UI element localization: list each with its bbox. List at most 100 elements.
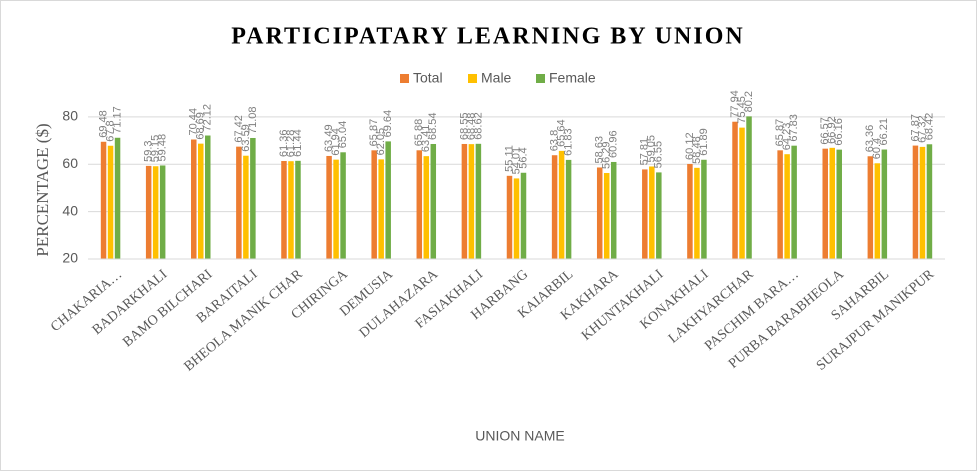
- value-label: 68.48: [465, 113, 477, 141]
- bar: [159, 165, 166, 259]
- value-label: 56.29: [601, 141, 613, 169]
- bar: [520, 172, 527, 259]
- bar: [145, 165, 152, 259]
- value-label: 63.49: [323, 124, 335, 152]
- bar: [881, 149, 888, 259]
- value-label: 67.32: [916, 115, 928, 143]
- value-label: 58.63: [594, 136, 606, 164]
- bar: [739, 127, 745, 259]
- bar: [558, 150, 565, 259]
- value-label: 66.57: [819, 117, 831, 145]
- value-label: 68.69: [195, 112, 207, 140]
- legend-swatch: [536, 74, 545, 83]
- bar: [430, 143, 437, 259]
- bar: [513, 178, 520, 259]
- bar: [565, 159, 572, 259]
- bar: [340, 152, 346, 259]
- value-label: 65.88: [413, 119, 425, 147]
- bar: [836, 149, 842, 259]
- value-label: 65.87: [774, 119, 786, 147]
- bar: [603, 173, 610, 259]
- legend-label: Male: [481, 70, 512, 86]
- value-label: 70.44: [188, 108, 200, 136]
- value-label: 65.04: [337, 121, 349, 149]
- value-label: 66.21: [878, 118, 890, 146]
- value-label: 67.83: [788, 114, 800, 142]
- bar: [371, 150, 377, 259]
- legend-swatch: [468, 74, 477, 83]
- value-label: 58.48: [691, 136, 703, 164]
- value-label: 61.83: [563, 128, 575, 156]
- bar: [107, 145, 114, 259]
- value-label: 59.15: [150, 135, 162, 163]
- value-label: 71.17: [111, 106, 123, 134]
- value-label: 75.45: [736, 96, 748, 124]
- bar: [114, 137, 121, 259]
- bar: [250, 137, 256, 259]
- bar: [416, 150, 423, 259]
- bar: [236, 146, 242, 259]
- y-tick-label: 20: [62, 250, 78, 266]
- bar: [777, 150, 783, 259]
- bar: [912, 145, 919, 259]
- bar: [461, 143, 468, 259]
- bar: [198, 143, 204, 259]
- value-label: 60.12: [684, 132, 696, 160]
- y-axis-title: PERCENTAGE ($): [33, 123, 52, 256]
- legend-swatch: [400, 74, 409, 83]
- bar: [326, 155, 332, 259]
- value-label: 71.08: [247, 106, 259, 134]
- value-label: 64.23: [781, 123, 793, 151]
- bar: [378, 159, 384, 259]
- bar: [333, 159, 339, 259]
- bar: [642, 169, 648, 259]
- value-label: 67.87: [909, 114, 921, 142]
- value-label: 61.89: [698, 128, 710, 156]
- value-label: 67.8: [104, 120, 116, 141]
- y-tick-label: 40: [62, 202, 78, 218]
- value-label: 63.36: [864, 125, 876, 153]
- value-label: 68.62: [472, 112, 484, 140]
- y-tick-label: 80: [62, 108, 78, 124]
- bar: [468, 144, 475, 259]
- bar: [191, 139, 197, 259]
- y-tick-label: 60: [62, 155, 78, 171]
- bar: [506, 175, 513, 259]
- value-label: 77.94: [729, 90, 741, 118]
- value-label: 66.92: [826, 116, 838, 144]
- bar: [784, 154, 790, 259]
- bar: [701, 159, 707, 259]
- value-label: 68.55: [458, 112, 470, 140]
- bar: [243, 155, 249, 259]
- bar: [205, 135, 211, 259]
- bar: [867, 156, 874, 259]
- value-label: 57.81: [639, 138, 651, 166]
- bar: [656, 172, 662, 259]
- value-label: 69.64: [382, 110, 394, 138]
- value-label: 59.3: [143, 140, 155, 161]
- bar: [423, 156, 430, 259]
- value-label: 80.2: [743, 91, 755, 112]
- bar: [874, 163, 881, 259]
- bar: [385, 141, 391, 259]
- bar: [596, 167, 603, 259]
- value-label: 67.42: [233, 115, 245, 143]
- bar: [475, 143, 482, 259]
- bar: [100, 141, 107, 259]
- value-label: 61.94: [330, 128, 342, 156]
- legend-label: Female: [549, 70, 596, 86]
- value-label: 55.11: [503, 145, 515, 172]
- value-label: 63.59: [240, 124, 252, 152]
- value-label: 63.8: [549, 130, 561, 151]
- bar: [746, 116, 752, 259]
- value-label: 61.36: [278, 129, 290, 157]
- x-axis-title: UNION NAME: [475, 428, 564, 444]
- chart-title: PARTICIPATARY LEARNING BY UNION: [231, 24, 744, 50]
- value-label: 56.55: [653, 141, 665, 169]
- value-label: 65.64: [556, 119, 568, 147]
- bar: [295, 160, 301, 259]
- legend-label: Total: [413, 70, 443, 86]
- bar: [551, 155, 558, 259]
- value-label: 59.05: [646, 135, 658, 163]
- bar: [687, 163, 693, 259]
